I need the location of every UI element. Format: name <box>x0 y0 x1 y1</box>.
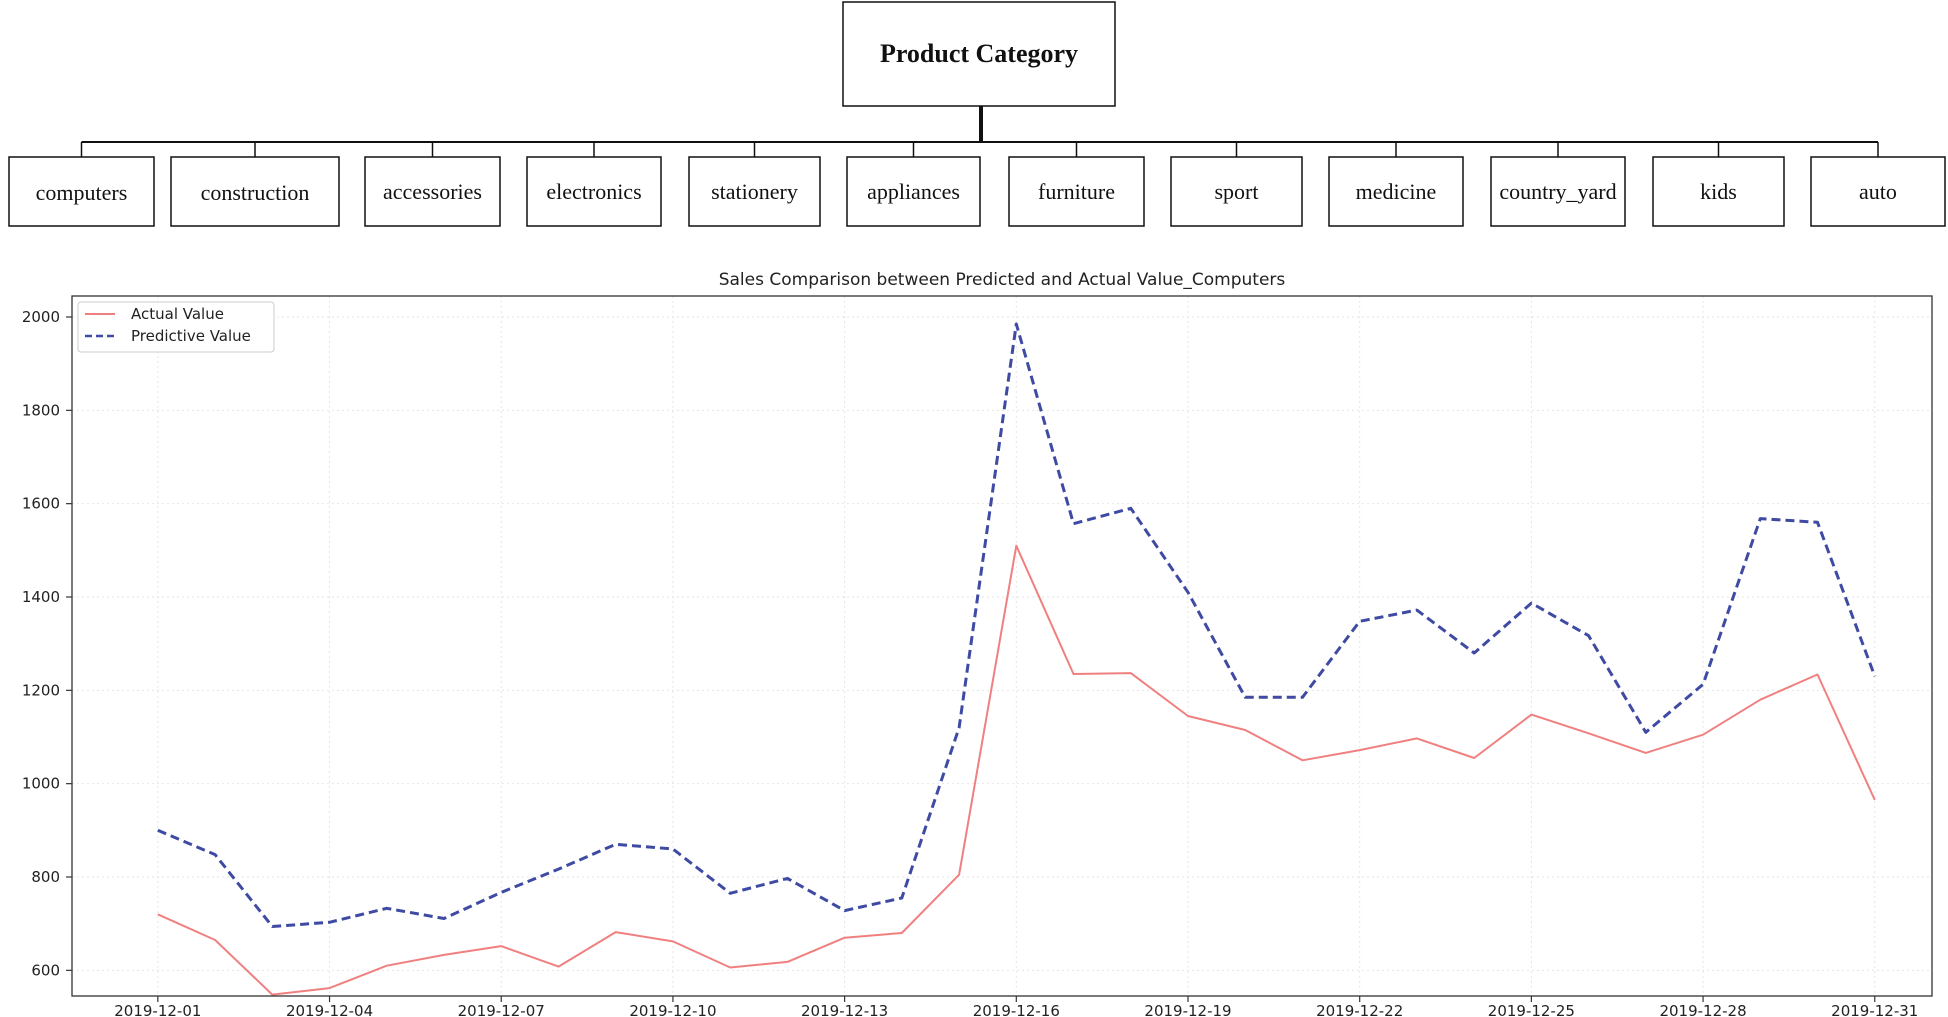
y-tick-label: 2000 <box>22 308 60 326</box>
category-label-computers: computers <box>36 180 128 205</box>
category-box-sport <box>1170 156 1303 227</box>
tree-root-label: Product Category <box>880 39 1078 68</box>
x-tick-label: 2019-12-13 <box>801 1002 888 1017</box>
legend-label-actual: Actual Value <box>131 305 224 323</box>
tree-categories: computers construction accessories electron… <box>8 156 1946 227</box>
category-tree: Product Category computers construction ac… <box>8 1 1946 227</box>
category-label-stationery: stationery <box>711 179 798 204</box>
category-label-appliances: appliances <box>867 179 960 204</box>
x-tick-label: 2019-12-28 <box>1659 1002 1746 1017</box>
legend-label-predictive: Predictive Value <box>131 327 251 345</box>
y-tick-label: 1000 <box>22 775 60 793</box>
category-box-country_yard <box>1490 156 1626 227</box>
category-box-furniture <box>1008 156 1145 227</box>
y-tick-label: 800 <box>31 868 60 886</box>
y-tick-label: 1800 <box>22 401 60 419</box>
category-box-electronics <box>526 156 662 227</box>
y-tick-label: 600 <box>31 961 60 979</box>
category-label-construction: construction <box>201 180 310 205</box>
x-tick-label: 2019-12-07 <box>458 1002 545 1017</box>
category-label-accessories: accessories <box>383 179 482 204</box>
category-label-medicine: medicine <box>1356 179 1437 204</box>
category-box-computers <box>8 156 155 227</box>
line-chart: Sales Comparison between Predicted and A… <box>22 270 1933 1017</box>
x-tick-label: 2019-12-10 <box>629 1002 716 1017</box>
y-tick-label: 1200 <box>22 681 60 699</box>
tree-root-box <box>842 1 1116 107</box>
chart-legend: Actual Value Predictive Value <box>77 301 275 353</box>
y-tick-label: 1400 <box>22 588 60 606</box>
x-tick-label: 2019-12-22 <box>1316 1002 1403 1017</box>
category-box-stationery <box>688 156 821 227</box>
x-tick-label: 2019-12-31 <box>1831 1002 1918 1017</box>
category-box-auto <box>1810 156 1946 227</box>
x-tick-label: 2019-12-01 <box>114 1002 201 1017</box>
legend-box <box>77 301 275 353</box>
category-label-country_yard: country_yard <box>1499 179 1616 204</box>
x-tick-label: 2019-12-04 <box>286 1002 373 1017</box>
plot-frame <box>71 295 1933 997</box>
x-tick-label: 2019-12-25 <box>1488 1002 1575 1017</box>
x-tick-label: 2019-12-19 <box>1144 1002 1231 1017</box>
category-label-sport: sport <box>1215 179 1259 204</box>
category-box-appliances <box>846 156 981 227</box>
x-tick-label: 2019-12-16 <box>973 1002 1060 1017</box>
category-box-medicine <box>1328 156 1464 227</box>
tree-connectors <box>80 106 1879 157</box>
category-label-kids: kids <box>1700 179 1737 204</box>
chart-grid <box>72 296 1932 996</box>
category-box-construction <box>170 156 340 227</box>
x-axis: 2019-12-01 2019-12-04 2019-12-07 2019-12-10… <box>114 996 1918 1017</box>
chart-title: Sales Comparison between Predicted and A… <box>719 270 1286 290</box>
category-label-electronics: electronics <box>546 179 641 204</box>
category-box-kids <box>1652 156 1785 227</box>
y-axis: 600 800 1000 1200 1400 1600 1800 2000 <box>22 308 72 979</box>
category-box-accessories <box>364 156 501 227</box>
y-tick-label: 1600 <box>22 495 60 513</box>
category-label-auto: auto <box>1859 179 1897 204</box>
chart-series <box>157 322 1877 996</box>
category-label-furniture: furniture <box>1038 179 1115 204</box>
